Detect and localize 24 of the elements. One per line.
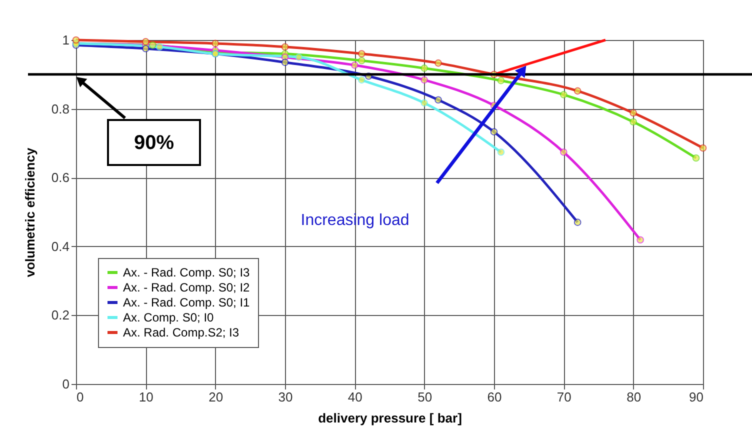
- ref-line-label: 90%: [134, 132, 174, 154]
- x-tick-label: 10: [138, 390, 154, 404]
- legend-label: Ax. Comp. S0; I0: [123, 310, 214, 324]
- y-tick-label: 0: [62, 376, 70, 392]
- legend-label: Ax. Rad. Comp.S2; I3: [123, 326, 240, 340]
- x-tick-label: 90: [689, 390, 704, 404]
- x-tick-label: 60: [487, 390, 502, 404]
- y-tick-label: 0.8: [51, 101, 70, 116]
- legend-label: Ax. - Rad. Comp. S0; I3: [123, 266, 250, 280]
- y-tick-label: 0.4: [51, 238, 70, 254]
- x-tick-label: 70: [556, 390, 572, 404]
- x-axis-title: delivery pressure [ bar]: [318, 410, 462, 426]
- x-tick-label: 20: [208, 390, 224, 404]
- legend-label: Ax. - Rad. Comp. S0; I2: [123, 280, 250, 294]
- y-tick-label: 1: [62, 32, 70, 48]
- x-tick-label: 0: [76, 390, 84, 404]
- x-tick-label: 80: [626, 390, 642, 404]
- x-tick-label: 30: [278, 390, 293, 404]
- x-tick-label: 50: [418, 390, 432, 404]
- x-tick-label: 40: [348, 390, 362, 404]
- legend-label: Ax. - Rad. Comp. S0; I1: [123, 296, 250, 310]
- y-tick-label: 0.2: [51, 308, 70, 323]
- y-axis-title: volumetric efficiency: [22, 147, 38, 278]
- y-tick-label: 0.6: [51, 170, 70, 186]
